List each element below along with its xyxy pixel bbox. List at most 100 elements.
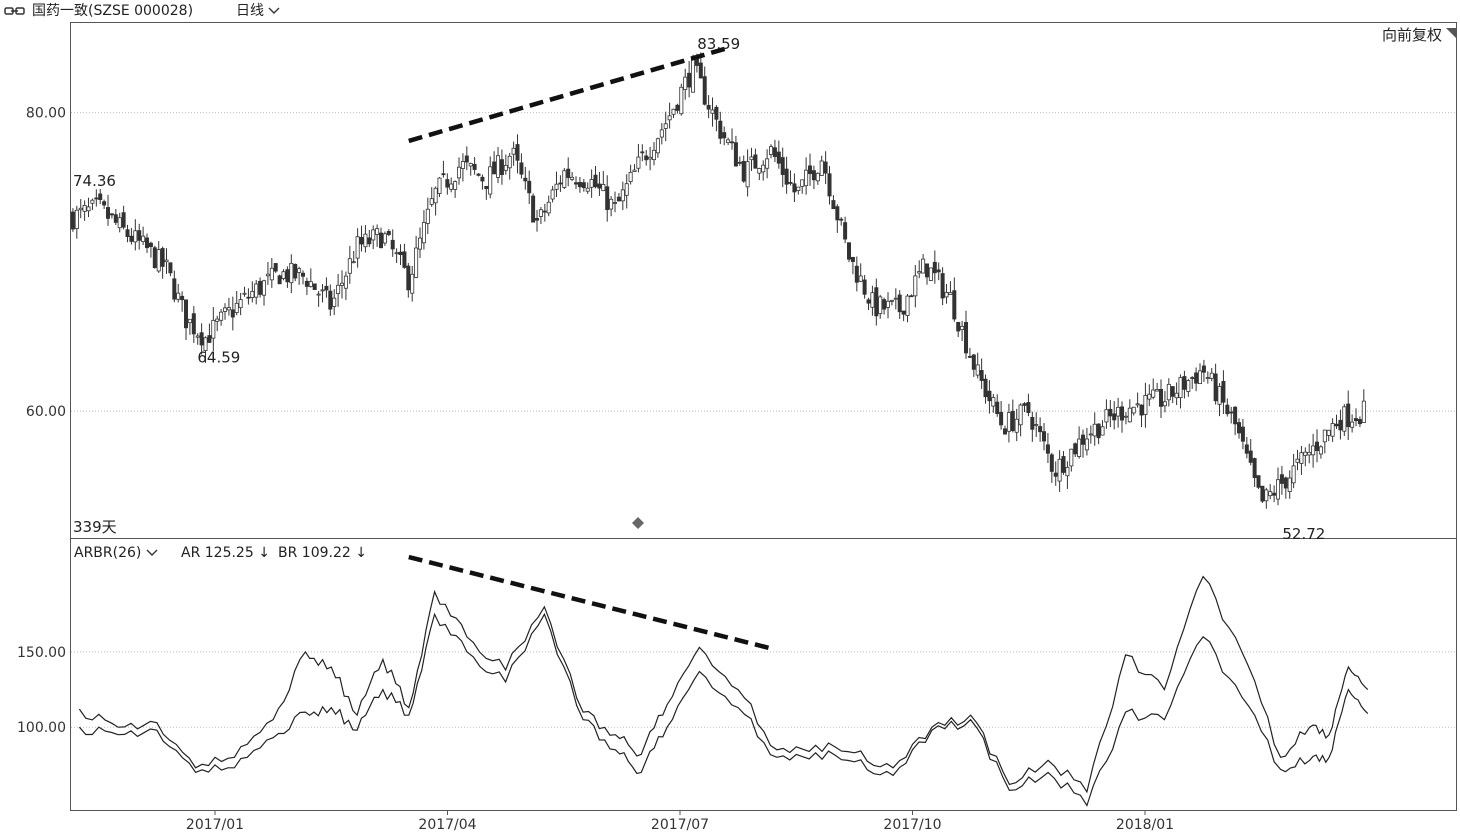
candle-down [866,299,871,304]
candle-down [106,207,111,219]
candle-up [316,293,321,296]
candle-up [1116,406,1121,417]
candle-up [262,280,267,296]
series-line-ar [78,575,1369,794]
diamond-icon[interactable] [632,517,644,529]
candle-up [757,168,762,174]
period-selector[interactable]: 日线 [236,2,280,20]
candle-down [718,120,723,139]
candle-up [1307,451,1312,456]
candle-down [191,313,196,335]
candle-down [129,235,134,242]
candle-up [1123,415,1128,418]
candle-down [827,173,832,197]
candle-down [406,265,411,291]
candle-down [1045,444,1050,454]
candle-down [706,104,711,110]
candle-down [874,287,879,317]
period-label: 日线 [236,3,264,19]
candle-up [336,284,341,294]
candle-down [847,242,852,260]
candle-down [464,155,469,163]
candle-down [1096,423,1101,439]
candle-down [1120,406,1125,421]
candle-up [1291,465,1296,484]
candle-down [398,251,403,256]
candle-up [1147,393,1152,400]
candle-down [784,168,789,185]
candle-up [667,115,672,121]
candle-up [1014,418,1019,433]
candle-down [1053,472,1058,477]
candle-up [332,297,337,307]
indicator-selector[interactable]: ARBR(26) [74,544,158,562]
candle-up [254,283,259,298]
candle-down [1252,458,1257,479]
candle-up [429,198,434,205]
candle-down [593,174,598,188]
candle-up [1174,392,1179,399]
candle-up [1127,407,1132,423]
candle-down [640,151,645,154]
candle-down [184,299,189,329]
candle-up [1299,452,1304,464]
candle-down [1237,422,1242,434]
candle-down [983,378,988,398]
candle-down [722,132,727,139]
candle-down [843,222,848,240]
candle-up [320,289,325,292]
candle-down [484,185,489,190]
candle-up [1318,446,1323,455]
candle-up [632,169,637,172]
price-annotation-label: 52.72 [1282,525,1325,543]
candle-up [1104,409,1109,423]
candle-up [156,249,161,272]
candle-down [1338,419,1343,431]
link-icon[interactable] [4,2,26,20]
candle-down [581,182,586,189]
candle-down [971,354,976,370]
candle-down [792,183,797,193]
candle-down [897,294,902,313]
candle-up [203,337,208,351]
candle-up [433,187,438,204]
candlestick-series [70,52,1366,509]
y-tick-labels: 80.00 60.00 150.00 100.00 [17,106,66,737]
candle-down [940,273,945,299]
candle-down [152,247,157,269]
candle-down [882,299,887,310]
candle-down [675,104,680,111]
candle-down [808,165,813,175]
candle-down [987,390,992,402]
candle-down [1112,413,1117,421]
candle-down [936,269,941,273]
candle-down [102,201,107,206]
candle-down [999,411,1004,426]
candle-up [886,300,891,308]
candle-down [811,170,816,181]
candle-down [445,179,450,188]
indicator-y-tick-label: 100.00 [17,720,66,736]
candle-up [679,86,684,115]
candle-up [921,258,926,274]
candle-down [531,195,536,223]
candle-up [1034,424,1039,426]
candle-down [839,218,844,221]
x-tick-label: 2017/04 [418,817,476,833]
candle-up [1088,433,1093,436]
candle-up [238,299,243,309]
price-annotations: 74.36 64.59 83.59 52.72 [73,35,1325,543]
candle-down [277,275,282,285]
candle-up [187,318,192,324]
price-annotation-label: 74.36 [73,172,116,190]
candle-up [1276,479,1281,500]
candle-up [1264,489,1269,502]
price-y-tick-label: 60.00 [26,404,66,420]
ar-trend-arrow-icon: ↓ [258,545,270,561]
candle-down [772,147,777,157]
candle-up [215,318,220,322]
adjust-mode-label[interactable]: 向前复权 [1382,26,1442,44]
candle-down [379,232,384,249]
candle-down [367,237,372,245]
candle-down [121,212,126,228]
